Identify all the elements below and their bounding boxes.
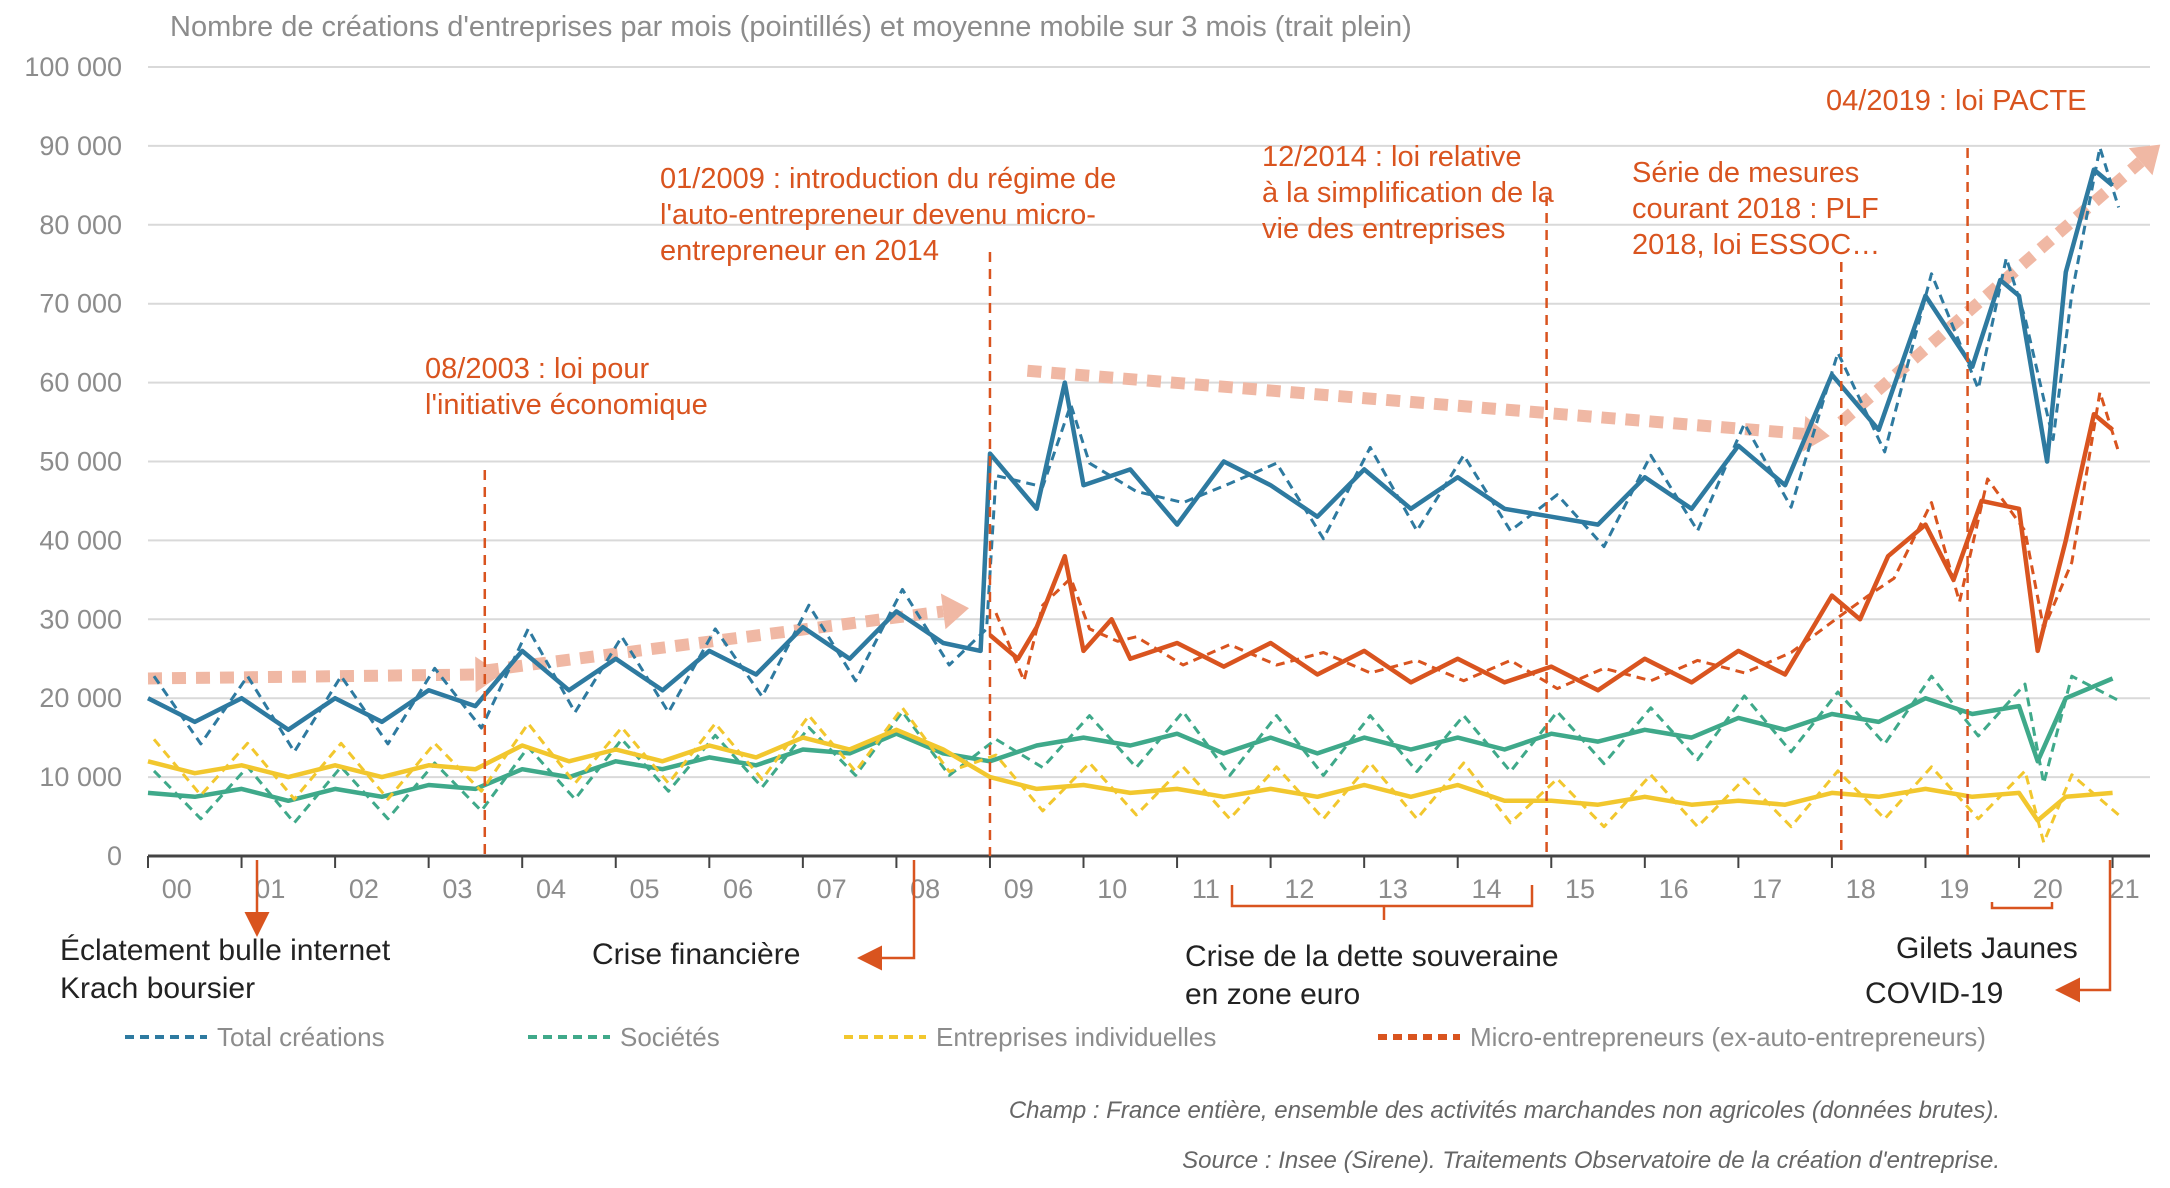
- source-note: Source : Insee (Sirene). Traitements Obs…: [1182, 1147, 2000, 1174]
- x-tick-label: 18: [1846, 874, 1876, 904]
- x-tick-label: 17: [1752, 874, 1782, 904]
- trend-arrowhead: [2128, 144, 2161, 176]
- event-label: 01/2009 : introduction du régime de: [660, 163, 1116, 195]
- event-label: à la simplification de la: [1262, 177, 1555, 209]
- trend-arrow: [1026, 364, 1805, 440]
- crisis-arrow-covid: [2055, 860, 2112, 1003]
- trend-arrow: [1837, 157, 2145, 427]
- crisis-label: Crise financière: [592, 938, 800, 971]
- trend-arrowhead: [940, 593, 969, 630]
- crisis-label: Krach boursier: [60, 972, 255, 1005]
- series-avg-total-cr-ations: [146, 167, 2115, 733]
- trend-arrows: [147, 144, 2161, 693]
- crisis-label: Éclatement bulle internet: [60, 934, 391, 967]
- series-avg-soci-t-s: [147, 676, 2114, 804]
- event-annotations: 08/2003 : loi pour l'initiative économiqu…: [425, 85, 2087, 856]
- y-tick-label: 30 000: [39, 604, 122, 634]
- crisis-annotations: Éclatement bulle internet Krach boursier C…: [60, 860, 2112, 1011]
- event-label: 2018, loi ESSOC…: [1632, 229, 1880, 261]
- crisis-label: Gilets Jaunes: [1896, 932, 2078, 965]
- x-tick-label: 09: [1004, 874, 1034, 904]
- y-tick-label: 100 000: [24, 52, 122, 82]
- x-tick-label: 03: [442, 874, 472, 904]
- y-tick-label: 80 000: [39, 210, 122, 240]
- x-tick-label: 12: [1284, 874, 1314, 904]
- series-avg-entreprises-individuelles: [147, 727, 2113, 823]
- y-tick-label: 10 000: [39, 762, 122, 792]
- series-monthly-total-cr-ations: [152, 146, 2121, 754]
- legend-label: Entreprises individuelles: [936, 1022, 1216, 1052]
- series-avg-micro-entrepreneurs-ex-auto-entrepreneurs: [988, 411, 2115, 693]
- crisis-label: COVID-19: [1865, 977, 2003, 1010]
- x-tick-label: 11: [1192, 874, 1220, 904]
- event-label: courant 2018 : PLF: [1632, 193, 1879, 225]
- y-tick-label: 50 000: [39, 447, 122, 477]
- x-tick-label: 16: [1659, 874, 1689, 904]
- series-layer: [146, 146, 2121, 844]
- y-tick-label: 0: [107, 841, 122, 871]
- legend-label: Micro-entrepreneurs (ex-auto-entrepreneu…: [1470, 1022, 1986, 1052]
- event-label: l'auto-entrepreneur devenu micro-: [660, 199, 1096, 231]
- x-tick-label: 14: [1471, 874, 1501, 904]
- x-tick-label: 00: [162, 874, 192, 904]
- y-tick-label: 20 000: [39, 683, 122, 713]
- event-label: entrepreneur en 2014: [660, 235, 939, 267]
- champ-note: Champ : France entière, ensemble des act…: [1009, 1097, 2000, 1124]
- x-tick-label: 02: [349, 874, 379, 904]
- x-tick-label: 21: [2110, 874, 2140, 904]
- crisis-label: Crise de la dette souveraine: [1185, 940, 1559, 973]
- event-label: 08/2003 : loi pour: [425, 353, 649, 385]
- y-tick-label: 40 000: [39, 525, 122, 555]
- x-tick-label: 20: [2033, 874, 2063, 904]
- x-tick-label: 19: [1939, 874, 1969, 904]
- event-label: 12/2014 : loi relative: [1262, 141, 1522, 173]
- crisis-bracket-gilets: [1990, 902, 2054, 910]
- y-tick-label: 90 000: [39, 131, 122, 161]
- x-tick-label: 05: [630, 874, 660, 904]
- y-tick-label: 60 000: [39, 368, 122, 398]
- trend-arrow: [147, 668, 476, 685]
- x-tick-label: 06: [723, 874, 753, 904]
- chart-title: Nombre de créations d'entreprises par mo…: [170, 11, 1412, 43]
- series-monthly-entreprises-individuelles: [152, 706, 2120, 844]
- y-tick-label: 70 000: [39, 289, 122, 319]
- x-tick-label: 04: [536, 874, 566, 904]
- trend-arrow: [484, 605, 944, 677]
- x-tick-label: 13: [1378, 874, 1408, 904]
- event-label: l'initiative économique: [425, 389, 708, 421]
- x-tick-label: 07: [817, 874, 847, 904]
- legend-label: Total créations: [217, 1022, 385, 1052]
- crisis-arrow-2008: [857, 860, 916, 971]
- axes: 0 10 000 20 000 30 000 40 000 50 000 60 000 70 …: [24, 52, 2150, 904]
- x-tick-label: 10: [1097, 874, 1127, 904]
- x-tick-label: 01: [255, 874, 285, 904]
- legend-label: Sociétés: [620, 1022, 720, 1052]
- event-label: 04/2019 : loi PACTE: [1826, 85, 2087, 117]
- crisis-label: en zone euro: [1185, 978, 1360, 1011]
- legend: Total créations Sociétés Entreprises indiv…: [125, 1022, 1986, 1052]
- event-label: Série de mesures: [1632, 157, 1859, 189]
- x-tick-label: 15: [1565, 874, 1595, 904]
- event-label: vie des entreprises: [1262, 213, 1505, 245]
- crisis-bracket-euro: [1230, 885, 1534, 920]
